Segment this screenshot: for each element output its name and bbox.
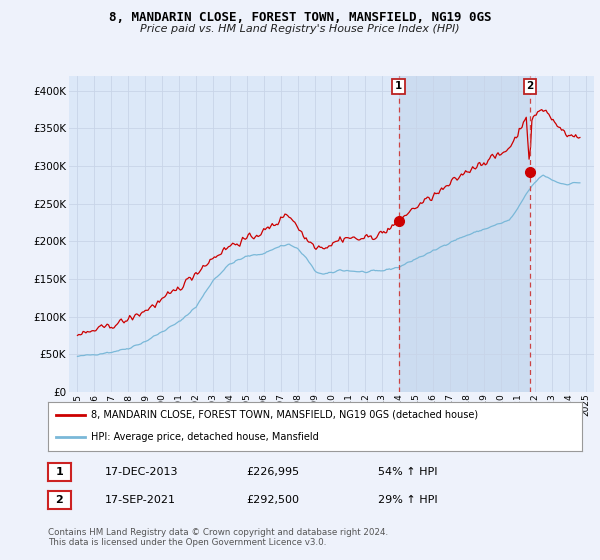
Text: 17-SEP-2021: 17-SEP-2021 <box>105 495 176 505</box>
Text: 8, MANDARIN CLOSE, FOREST TOWN, MANSFIELD, NG19 0GS (detached house): 8, MANDARIN CLOSE, FOREST TOWN, MANSFIEL… <box>91 410 478 420</box>
Text: Price paid vs. HM Land Registry's House Price Index (HPI): Price paid vs. HM Land Registry's House … <box>140 24 460 34</box>
Text: £226,995: £226,995 <box>246 467 299 477</box>
Text: 54% ↑ HPI: 54% ↑ HPI <box>378 467 437 477</box>
Text: HPI: Average price, detached house, Mansfield: HPI: Average price, detached house, Mans… <box>91 432 319 442</box>
Bar <box>398 76 530 392</box>
Text: 1: 1 <box>56 467 63 477</box>
Text: 29% ↑ HPI: 29% ↑ HPI <box>378 495 437 505</box>
Text: 17-DEC-2013: 17-DEC-2013 <box>105 467 179 477</box>
Text: 1: 1 <box>395 81 402 91</box>
Text: 2: 2 <box>526 81 533 91</box>
Text: 2: 2 <box>56 495 63 505</box>
Text: Contains HM Land Registry data © Crown copyright and database right 2024.
This d: Contains HM Land Registry data © Crown c… <box>48 528 388 547</box>
Text: 8, MANDARIN CLOSE, FOREST TOWN, MANSFIELD, NG19 0GS: 8, MANDARIN CLOSE, FOREST TOWN, MANSFIEL… <box>109 11 491 24</box>
Text: £292,500: £292,500 <box>246 495 299 505</box>
